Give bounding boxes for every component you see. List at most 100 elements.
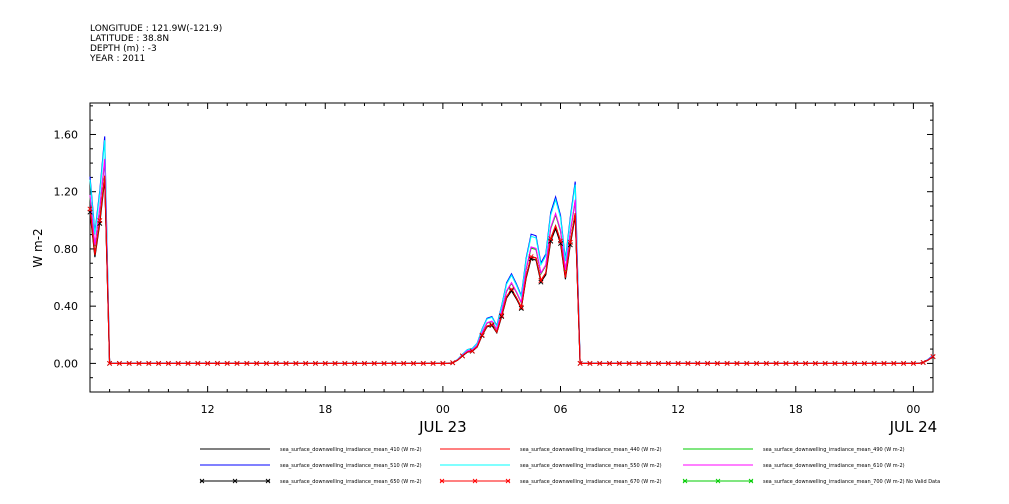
x-hour-label: 00 [906,403,920,416]
series-marker-7 [852,360,858,366]
y-tick-label: 0.80 [54,243,79,256]
series-marker-7 [185,360,191,366]
series-marker-7 [136,360,142,366]
header-depth: DEPTH (m) : -3 [90,44,157,54]
x-day-label: JUL 23 [418,418,467,436]
series-line-1 [89,175,934,364]
series-marker-7 [410,360,416,366]
series-marker-7 [283,360,289,366]
legend-marker [682,478,688,484]
series-marker-7 [214,360,220,366]
series-lines [89,136,934,364]
legend-label: sea_surface_downwelling_irradiance_mean_… [763,447,905,453]
series-marker-7 [489,322,495,328]
series-marker-7 [763,360,769,366]
legend-marker [505,478,511,484]
x-axis-day-labels: JUL 18JUL 19JUL 20JUL 21JUL 22JUL 23JUL … [418,418,938,436]
y-tick-label: 0.00 [54,357,79,370]
series-marker-7 [901,360,907,366]
series-marker-7 [224,360,230,366]
legend-marker [472,478,478,484]
series-marker-7 [342,360,348,366]
series-marker-7 [499,312,505,319]
series-marker-7 [656,360,662,366]
legend-label: sea_surface_downwelling_irradiance_mean_… [520,447,662,453]
series-marker-7 [557,238,564,244]
series-line-5 [89,158,934,364]
series-marker-7 [705,360,711,366]
series-marker-7 [724,360,730,366]
series-line-7 [89,175,934,364]
series-marker-7 [254,360,260,366]
series-marker-7 [548,236,554,242]
series-marker-7 [881,360,887,366]
chart-header: LONGITUDE : 121.9W(-121.9) LATITUDE : 38… [89,24,222,64]
series-marker-7 [381,360,387,366]
legend-label: sea_surface_downwelling_irradiance_mean_… [763,463,905,469]
series-marker-7 [783,360,789,366]
legend-label: sea_surface_downwelling_irradiance_mean_… [280,479,422,485]
series-marker-7 [371,360,377,366]
series-marker-7 [205,360,211,366]
legend-marker [232,478,238,484]
series-marker-7 [312,360,318,366]
series-marker-7 [450,360,456,366]
series-line-2 [89,160,934,364]
series-marker-7 [352,360,358,366]
series-markers [87,206,936,366]
series-marker-7 [430,360,436,366]
x-day-label: JUL 24 [889,418,938,436]
legend-label: sea_surface_downwelling_irradiance_mean_… [763,479,940,485]
series-marker-7 [861,360,867,366]
series-marker-7 [910,360,916,366]
series-line-0 [89,175,934,364]
series-marker-7 [528,254,534,260]
series-marker-7 [616,360,622,366]
series-marker-7 [675,360,681,366]
series-marker-7 [165,360,171,366]
series-marker-7 [567,239,573,245]
series-marker-7 [803,360,809,366]
series-marker-7 [538,277,544,283]
series-marker-7 [646,360,652,366]
series-marker-7 [920,359,926,365]
series-marker-7 [107,360,113,366]
header-longitude: LONGITUDE : 121.9W(-121.9) [90,24,222,34]
legend-label: sea_surface_downwelling_irradiance_mean_… [520,479,662,485]
series-marker-7 [401,360,407,366]
series-line-6 [89,179,934,364]
series-marker-7 [577,360,583,366]
series-marker-7 [332,360,338,366]
series-marker-7 [263,360,269,366]
x-hour-label: 00 [436,403,450,416]
series-marker-7 [156,360,162,366]
series-marker-7 [322,360,328,366]
series-marker-7 [420,360,426,366]
series-line-3 [89,136,934,364]
series-marker-7 [361,360,367,366]
series-marker-7 [587,360,593,366]
legend-marker [199,478,205,484]
x-hour-label: 12 [671,403,685,416]
plot-frame [89,102,934,393]
series-line-4 [89,140,934,364]
y-tick-label: 0.40 [54,300,79,313]
series-marker-7 [87,206,93,212]
header-latitude: LATITUDE : 38.8N [90,34,169,44]
series-marker-7 [244,360,250,366]
series-marker-7 [459,353,466,359]
series-marker-7 [518,304,524,310]
series-marker-7 [754,360,760,366]
x-hour-label: 06 [554,403,568,416]
series-marker-7 [116,360,122,366]
series-marker-7 [695,360,701,366]
y-tick-label: 1.60 [54,128,79,141]
series-marker-7 [293,360,299,366]
series-marker-7 [665,360,671,366]
series-marker-7 [126,360,132,366]
series-marker-6 [538,279,544,285]
legend-marker [748,478,754,484]
series-marker-7 [636,360,642,366]
series-marker-7 [469,348,475,354]
